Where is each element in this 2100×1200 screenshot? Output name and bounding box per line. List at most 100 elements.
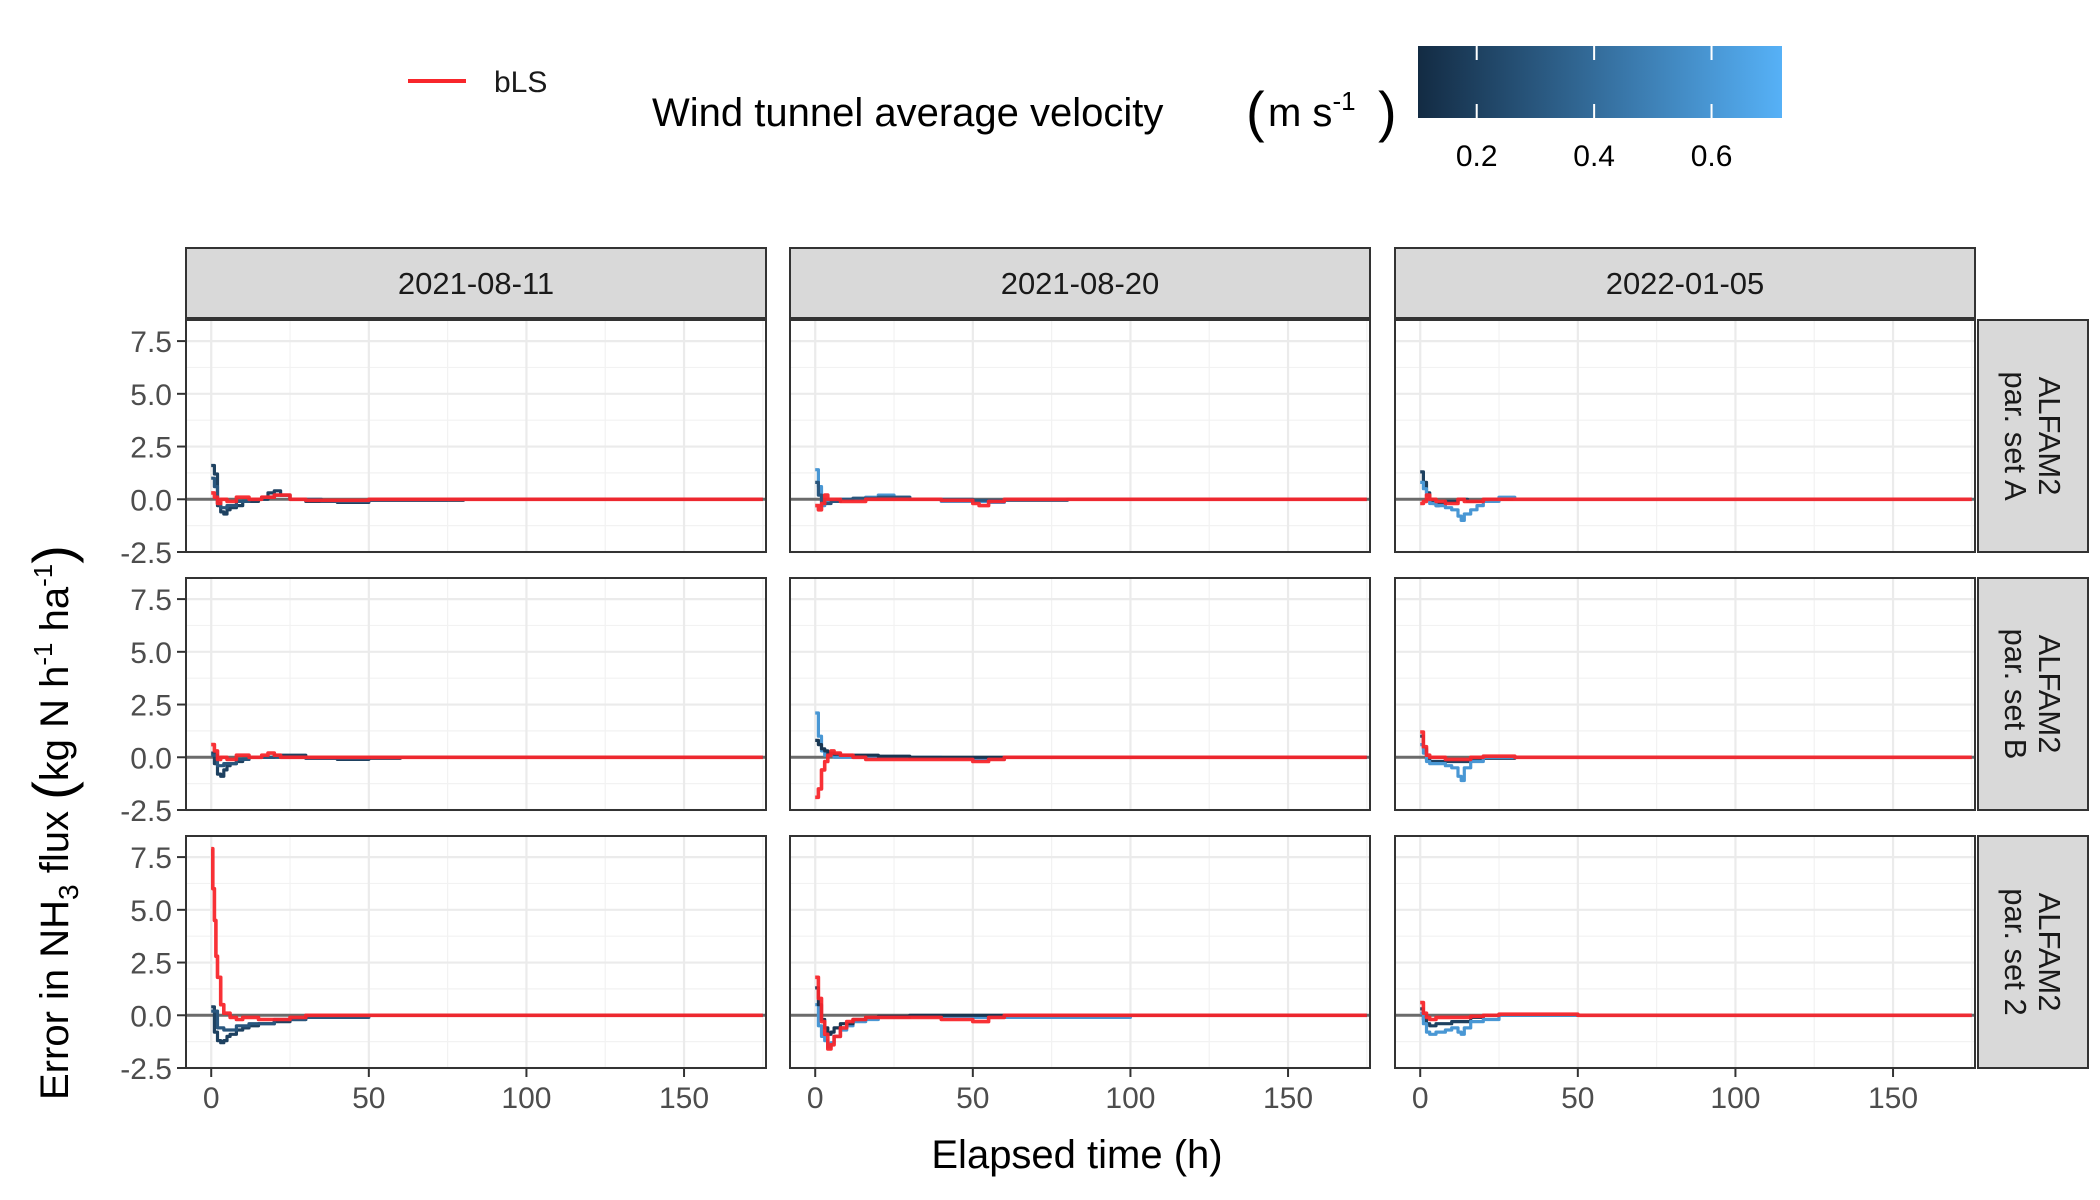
model-error-series-line [1420, 1011, 1972, 1036]
y-tick-label: 5.0 [130, 895, 172, 928]
y-title-unit-b: ha [33, 586, 77, 642]
x-axis-title: Elapsed time (h) [931, 1133, 1222, 1177]
panel-series [1420, 470, 1972, 522]
bls-series-line [211, 491, 763, 506]
panel-background [186, 578, 766, 810]
panel-border [185, 577, 767, 811]
panel-series [815, 975, 1367, 1051]
column-strip-label: 2022-01-05 [1606, 266, 1765, 301]
colorbar-unit-close-paren: ) [1378, 80, 1397, 143]
panel-series [211, 742, 763, 778]
y-axis-title-text: Error in NH3 flux (kg N h-1 ha-1) [21, 545, 84, 1100]
x-tick-label: 100 [1710, 1082, 1760, 1115]
panel-series [1420, 1000, 1972, 1036]
y-tick-label: 2.5 [130, 432, 172, 465]
panel-background [1395, 836, 1975, 1068]
y-axis-title: Error in NH3 flux (kg N h-1 ha-1) [21, 545, 84, 1100]
panel-border [789, 319, 1371, 553]
panel-background [186, 836, 766, 1068]
x-tick-label: 50 [352, 1082, 385, 1115]
panel-border [1394, 319, 1976, 553]
x-tick-label: 150 [1263, 1082, 1313, 1115]
column-strip-label: 2021-08-20 [1001, 266, 1160, 301]
panel-series [1420, 730, 1972, 783]
y-tick-label: -2.5 [120, 795, 172, 828]
panel-series [211, 846, 763, 1045]
panel-series [815, 711, 1367, 800]
facet-panel [789, 577, 1371, 812]
facet-panel [789, 319, 1371, 554]
panel-border [1394, 577, 1976, 811]
y-tick-label: 7.5 [130, 584, 172, 617]
panel-background [1395, 578, 1975, 810]
x-tick-label: 50 [956, 1082, 989, 1115]
colorbar-tick-label: 0.6 [1691, 140, 1733, 173]
column-strip [789, 247, 1371, 319]
row-strip [1977, 577, 2089, 811]
bls-series-line [815, 975, 1367, 1051]
facet-panels [185, 319, 1976, 1070]
y-title-close-paren: ) [21, 545, 84, 564]
y-tick-label: 2.5 [130, 948, 172, 981]
facet-strips: 2021-08-11 2021-08-20 2022-01-05ALFAM2par.… [185, 247, 2089, 1069]
line-legend: bLS [408, 66, 547, 99]
bls-series-line [1420, 730, 1972, 762]
panel-border [789, 577, 1371, 811]
y-axes: -2.5 -2.5 -2.5 0.0 0.0 0.0 2.5 2.5 2.5 5.0 5.0 5.0 7… [120, 326, 186, 1086]
facet-panel [185, 835, 767, 1070]
row-strip-label: ALFAM2par. set 2 [1998, 888, 2067, 1016]
panel-border [185, 319, 767, 553]
facet-panel [1394, 835, 1976, 1070]
row-strip [1977, 835, 2089, 1069]
bls-series-line [211, 742, 763, 762]
x-tick-label: 150 [659, 1082, 709, 1115]
bls-series-line [211, 846, 763, 1022]
y-tick-label: -2.5 [120, 537, 172, 570]
x-tick-label: 0 [203, 1082, 220, 1115]
y-tick-label: 7.5 [130, 326, 172, 359]
y-tick-label: 0.0 [130, 1000, 172, 1033]
bls-series-line [1420, 1000, 1972, 1022]
panel-background [186, 320, 766, 552]
x-tick-label: 0 [1412, 1082, 1429, 1115]
panel-background [790, 578, 1370, 810]
panel-series [211, 463, 763, 516]
row-strip-label: ALFAM2par. set A [1998, 371, 2067, 501]
panel-series [815, 468, 1367, 512]
y-tick-label: 0.0 [130, 742, 172, 775]
y-title-open-paren: ( [21, 781, 84, 800]
colorbar [1418, 46, 1782, 118]
y-title-sub: 3 [53, 884, 84, 900]
panel-background [790, 836, 1370, 1068]
facet-panel [185, 319, 767, 554]
colorbar-unit-open-paren: ( [1246, 80, 1265, 143]
bls-series-line [1420, 493, 1972, 506]
colorbar-unit-sup: -1 [1332, 86, 1355, 116]
column-strip [1394, 247, 1976, 319]
y-title-unit-sup1: -1 [28, 643, 58, 666]
row-strip-label-line2: par. set A [1998, 371, 2033, 501]
bls-series-line [815, 493, 1367, 512]
colorbar-legend: Wind tunnel average velocity ( m s-1 ) 0… [652, 46, 1782, 173]
panel-background [1395, 320, 1975, 552]
x-tick-label: 150 [1868, 1082, 1918, 1115]
panel-border [1394, 835, 1976, 1069]
y-title-unit-a: kg N h [33, 666, 77, 782]
facet-panel [185, 577, 767, 812]
colorbar-title: Wind tunnel average velocity [652, 91, 1163, 135]
bls-series-line [815, 749, 1367, 800]
row-strip-label-line1: ALFAM2 [2032, 893, 2067, 1012]
y-tick-label: 0.0 [130, 484, 172, 517]
x-tick-label: 50 [1561, 1082, 1594, 1115]
column-strip-label: 2021-08-11 [398, 266, 554, 301]
y-tick-label: 7.5 [130, 842, 172, 875]
y-tick-label: 2.5 [130, 690, 172, 723]
facet-panel [1394, 319, 1976, 554]
column-strip [185, 247, 767, 319]
x-tick-label: 100 [501, 1082, 551, 1115]
facet-panel [789, 835, 1371, 1070]
legend-line-label: bLS [494, 66, 547, 99]
colorbar-unit-base: m s [1268, 91, 1332, 135]
row-strip-label-line2: par. set B [1998, 629, 2033, 760]
